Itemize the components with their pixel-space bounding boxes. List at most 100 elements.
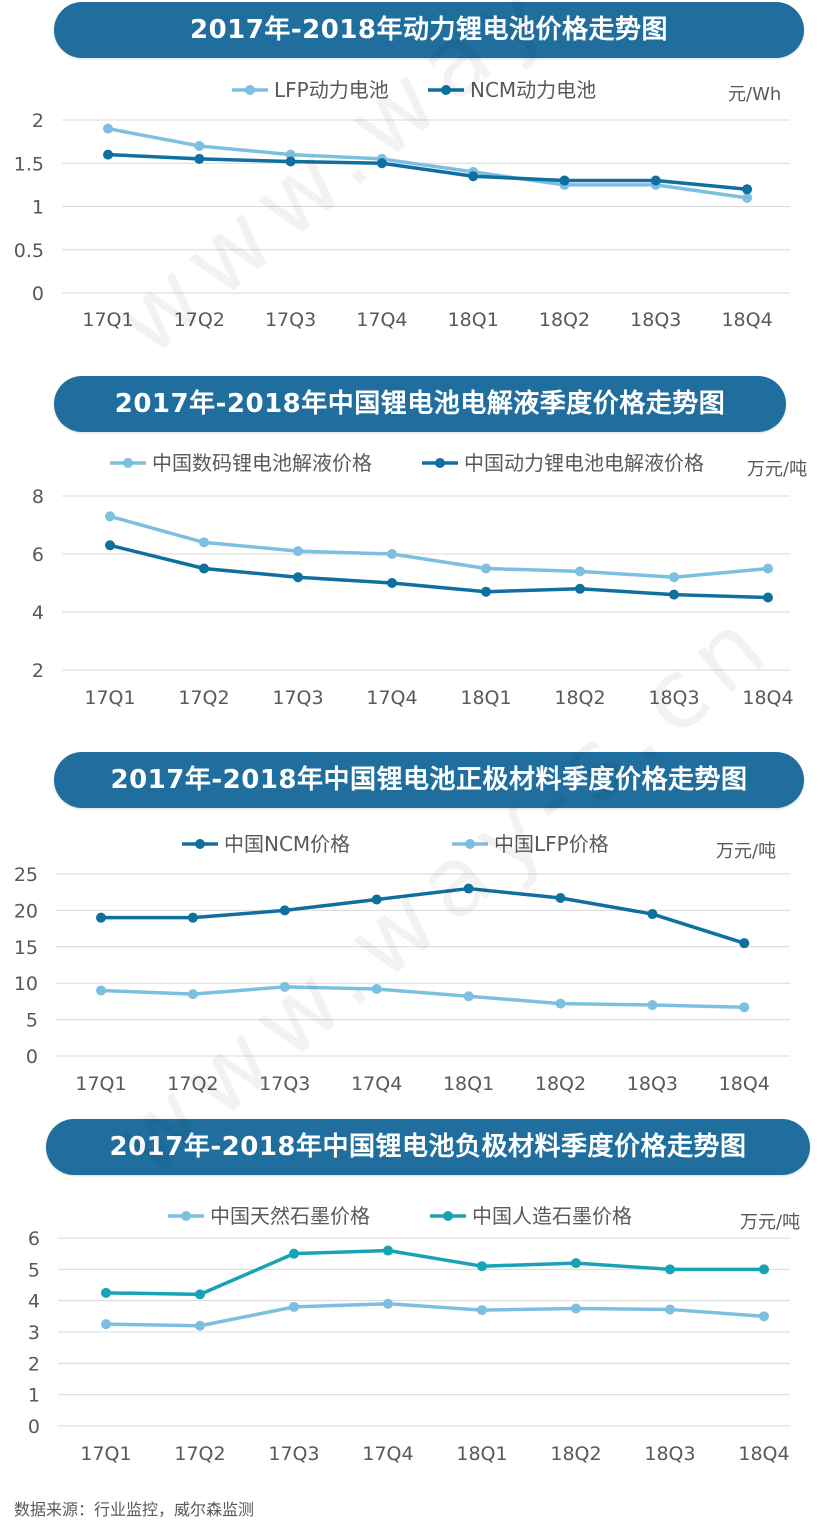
y-tick-label: 10 xyxy=(14,973,38,995)
y-tick-label: 2 xyxy=(28,1353,40,1375)
x-tick-label: 17Q3 xyxy=(259,1073,310,1095)
legend-label: 中国NCM价格 xyxy=(224,832,350,856)
data-point xyxy=(199,563,209,574)
x-tick-label: 17Q4 xyxy=(362,1443,413,1465)
series-line xyxy=(107,152,748,191)
data-point xyxy=(96,912,106,923)
data-point xyxy=(742,192,753,203)
x-tick-label: 17Q1 xyxy=(75,1073,126,1095)
data-point xyxy=(289,1301,299,1312)
data-point xyxy=(763,592,773,603)
legend-swatch-marker xyxy=(435,458,445,468)
chart-3-svg: 0 5 10 15 20 25 17Q1 17Q2 17Q3 17Q4 18Q1 18Q2 18Q3 18… xyxy=(14,832,790,1095)
data-point xyxy=(669,572,679,583)
data-point xyxy=(387,549,397,559)
unit-label: 元/Wh xyxy=(728,84,781,105)
data-point xyxy=(199,537,209,548)
y-tick-label: 1 xyxy=(28,1385,40,1407)
y-tick-label: 4 xyxy=(28,1291,40,1313)
data-point xyxy=(105,511,115,522)
x-tick-label: 17Q3 xyxy=(268,1443,319,1465)
x-tick-label: 18Q1 xyxy=(460,687,511,709)
legend-swatch-marker xyxy=(245,85,255,95)
x-tick-label: 18Q2 xyxy=(539,309,590,331)
data-point xyxy=(759,1264,769,1275)
unit-label: 万元/吨 xyxy=(716,841,776,862)
x-tick-label: 17Q1 xyxy=(84,687,135,709)
chart-3-title: 2017年-2018年中国锂电池正极材料季度价格走势图 xyxy=(54,752,804,808)
series-line xyxy=(101,886,745,945)
y-tick-label: 0 xyxy=(32,283,44,305)
data-point xyxy=(101,1287,111,1298)
x-tick-label: 17Q2 xyxy=(174,309,225,331)
legend-swatch-marker xyxy=(181,1211,191,1221)
legend-label: 中国人造石墨价格 xyxy=(472,1204,632,1228)
chart-2-svg: 2 4 6 8 17Q1 17Q2 17Q3 17Q4 18Q1 18Q2 18Q3 18Q4 万元/吨… xyxy=(32,451,807,709)
data-point xyxy=(575,566,585,577)
series-line xyxy=(109,543,769,600)
chart-1-title: 2017年-2018年动力锂电池价格走势图 xyxy=(54,2,804,58)
chart-1-svg: 0 0.5 1 1.5 2 17Q1 17Q2 17Q3 17Q4 18Q1 18Q2 18Q3 18Q… xyxy=(14,78,790,331)
data-point xyxy=(571,1303,581,1314)
x-tick-label: 18Q4 xyxy=(742,687,793,709)
data-point xyxy=(101,1319,111,1330)
y-tick-label: 15 xyxy=(14,937,38,959)
x-tick-label: 18Q4 xyxy=(738,1443,789,1465)
data-point xyxy=(763,563,773,574)
x-tick-label: 17Q2 xyxy=(167,1073,218,1095)
data-point xyxy=(481,563,491,574)
legend-swatch-marker xyxy=(195,839,205,849)
data-point xyxy=(739,1002,750,1013)
legend-label: 中国天然石墨价格 xyxy=(210,1204,370,1228)
y-tick-label: 25 xyxy=(14,864,38,886)
data-point xyxy=(103,149,113,160)
x-tick-label: 17Q2 xyxy=(174,1443,225,1465)
x-tick-label: 17Q3 xyxy=(272,687,323,709)
data-point xyxy=(665,1304,675,1315)
x-tick-label: 18Q1 xyxy=(448,309,499,331)
legend-label: LFP动力电池 xyxy=(274,78,389,102)
data-point xyxy=(387,578,397,588)
chart-4-svg: 0 1 2 3 4 5 6 17Q1 17Q2 17Q3 17Q4 18Q1 18Q2 18Q3 18Q4 万… xyxy=(28,1204,800,1465)
y-tick-label: 5 xyxy=(28,1259,40,1281)
data-point xyxy=(279,981,290,992)
data-point xyxy=(463,883,474,894)
legend-swatch-marker xyxy=(123,458,133,468)
data-point xyxy=(665,1264,675,1275)
series-line xyxy=(105,1302,765,1328)
data-point xyxy=(195,1320,205,1331)
data-point xyxy=(647,1000,658,1011)
legend-label: 中国LFP价格 xyxy=(494,832,609,856)
x-tick-label: 17Q4 xyxy=(356,309,407,331)
data-point xyxy=(293,572,303,583)
data-point xyxy=(383,1245,393,1256)
data-point xyxy=(105,540,115,551)
x-tick-label: 17Q3 xyxy=(265,309,316,331)
x-tick-label: 17Q1 xyxy=(80,1443,131,1465)
data-point xyxy=(650,175,661,186)
data-point xyxy=(96,985,106,996)
data-point xyxy=(559,175,570,186)
data-point xyxy=(289,1248,299,1259)
x-tick-label: 18Q1 xyxy=(456,1443,507,1465)
data-point xyxy=(103,123,113,134)
data-point xyxy=(371,984,382,995)
legend-label: 中国动力锂电池电解液价格 xyxy=(464,451,704,475)
series-line xyxy=(100,985,745,1009)
data-point xyxy=(481,586,491,597)
y-tick-label: 6 xyxy=(32,544,44,566)
data-point xyxy=(383,1298,393,1309)
unit-label: 万元/吨 xyxy=(747,459,807,480)
y-tick-label: 5 xyxy=(26,1010,38,1032)
x-tick-label: 18Q3 xyxy=(644,1443,695,1465)
data-point xyxy=(463,991,474,1002)
data-point xyxy=(285,156,296,167)
y-tick-label: 0 xyxy=(28,1416,40,1438)
data-point xyxy=(742,184,753,195)
data-point xyxy=(376,158,387,169)
data-point xyxy=(194,140,205,151)
x-tick-label: 18Q2 xyxy=(554,687,605,709)
chart-2-title: 2017年-2018年中国锂电池电解液季度价格走势图 xyxy=(54,376,786,432)
data-point xyxy=(571,1258,581,1269)
x-tick-label: 18Q2 xyxy=(535,1073,586,1095)
